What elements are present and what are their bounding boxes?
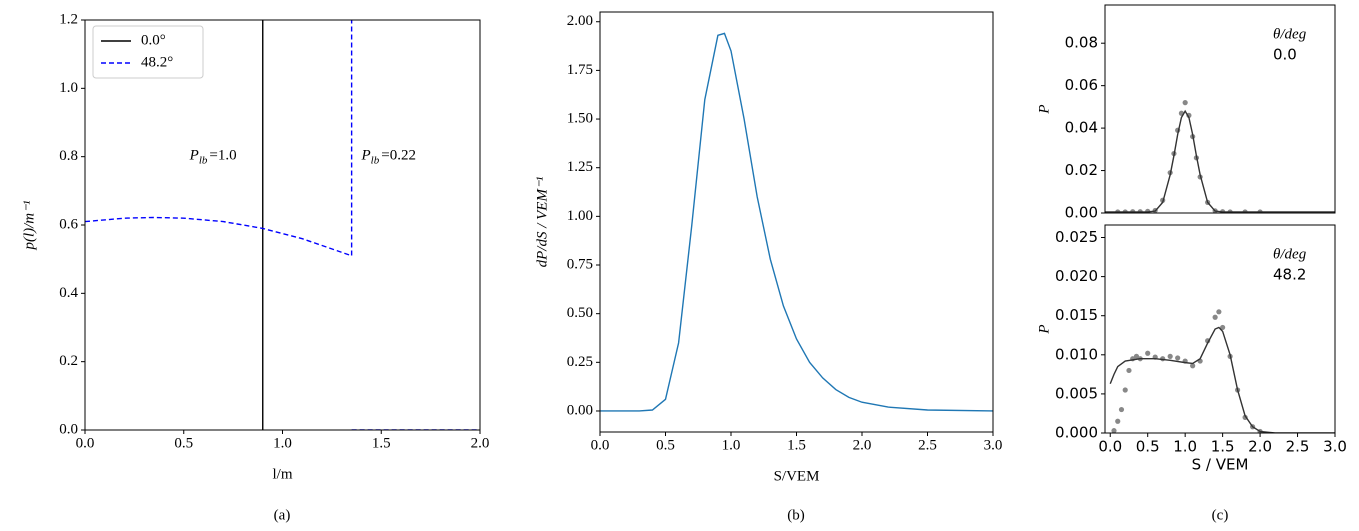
- legend-box: [92, 25, 204, 79]
- x-tick-label: 2.0: [471, 435, 490, 451]
- legend-title: θ/deg: [1273, 246, 1307, 262]
- data-point: [1118, 406, 1125, 413]
- annotation-subscript: lb: [199, 154, 208, 166]
- y-tick-label: 0.025: [1055, 228, 1098, 246]
- y-tick-label: 1.0: [59, 80, 78, 96]
- y-tick-label: 1.50: [567, 110, 593, 126]
- data-point: [1145, 350, 1151, 356]
- data-point: [1212, 314, 1218, 320]
- y-tick-label: 0.08: [1065, 34, 1098, 52]
- annotation-text: =0.22: [381, 148, 416, 164]
- data-point: [1167, 353, 1173, 359]
- plot-area: [85, 20, 480, 430]
- x-tick-label: 1.5: [1211, 438, 1235, 456]
- x-tick-label: 0.0: [1098, 438, 1122, 456]
- y-tick-label: 0.020: [1055, 267, 1098, 285]
- y-tick-label: 2.00: [567, 13, 593, 29]
- annotation-symbol: P: [189, 148, 199, 164]
- annotation: Plb =1.0: [189, 148, 237, 166]
- plot-area: [1105, 100, 1335, 213]
- axes-frame: [599, 11, 994, 433]
- data-point: [1175, 355, 1181, 361]
- x-tick-label: 0.5: [1136, 438, 1160, 456]
- data-point: [1220, 324, 1226, 331]
- y-axis-label: p(l)/m⁻¹: [21, 200, 37, 251]
- y-tick-label: 0.75: [567, 256, 593, 272]
- x-tick-label: 3.0: [1323, 438, 1347, 456]
- y-tick-label: 0.4: [59, 285, 78, 301]
- x-tick-label: 1.5: [372, 435, 391, 451]
- y-tick-label: 0.00: [1065, 204, 1098, 222]
- annotation-subscript: lb: [371, 154, 380, 166]
- series-line: [1105, 109, 1335, 213]
- x-tick-label: 0.5: [174, 435, 193, 451]
- y-tick-label: 0.6: [59, 216, 78, 232]
- x-axis-label: S/VEM: [774, 468, 820, 484]
- series-line: [85, 20, 480, 430]
- y-tick-label: 0.0: [59, 421, 78, 437]
- y-tick-label: 0.010: [1055, 345, 1098, 363]
- y-axis-label: P: [1036, 104, 1052, 114]
- axes-frame: [1104, 224, 1336, 434]
- panel-caption: (b): [787, 507, 805, 523]
- y-tick-label: 0.02: [1065, 161, 1098, 179]
- y-tick-label: 0.005: [1055, 384, 1098, 402]
- y-tick-label: 1.25: [567, 159, 593, 175]
- data-point: [1111, 428, 1117, 433]
- data-point: [1122, 387, 1128, 393]
- data-point: [1182, 100, 1188, 106]
- annotation: Plb =0.22: [361, 148, 416, 166]
- data-point: [1133, 353, 1140, 359]
- x-tick-label: 3.0: [984, 437, 1003, 453]
- y-tick-label: 0.25: [567, 354, 593, 370]
- legend-label: 48.2°: [141, 54, 173, 70]
- x-tick-label: 1.0: [273, 435, 292, 451]
- x-tick-label: 1.0: [1173, 438, 1197, 456]
- annotation-text: =1.0: [209, 148, 236, 164]
- panel-caption: (a): [274, 507, 291, 523]
- axes-frame: [84, 19, 481, 431]
- y-tick-label: 0.8: [59, 148, 78, 164]
- plot-area: [600, 32, 993, 412]
- x-tick-label: 1.0: [722, 437, 741, 453]
- plot-area: [1109, 309, 1335, 433]
- x-tick-label: 0.0: [591, 437, 610, 453]
- data-point: [1126, 367, 1132, 374]
- x-tick-label: 0.5: [656, 437, 675, 453]
- x-tick-label: 0.0: [76, 435, 95, 451]
- x-axis-label: S / VEM: [1192, 456, 1249, 474]
- data-point: [1190, 363, 1196, 369]
- annotation-symbol: P: [361, 148, 371, 164]
- axes-frame: [1104, 4, 1336, 214]
- y-tick-label: 0.00: [567, 402, 593, 418]
- y-tick-label: 0.2: [59, 353, 78, 369]
- data-point: [1216, 309, 1222, 315]
- legend-label: 0.0: [1273, 46, 1297, 64]
- y-tick-label: 0.50: [567, 305, 593, 321]
- x-tick-label: 2.5: [918, 437, 937, 453]
- legend-label: 48.2: [1273, 266, 1306, 284]
- y-tick-label: 0.04: [1065, 119, 1098, 137]
- x-tick-label: 2.5: [1286, 438, 1310, 456]
- series-line: [1109, 326, 1335, 433]
- legend-label: 0.0°: [141, 32, 166, 48]
- y-tick-label: 1.2: [59, 11, 78, 27]
- y-tick-label: 1.75: [567, 62, 593, 78]
- panel-caption: (c): [1212, 507, 1229, 523]
- x-axis-label: l/m: [272, 466, 292, 482]
- y-tick-label: 0.06: [1065, 76, 1098, 94]
- y-axis-label: P: [1036, 324, 1052, 334]
- legend-title: θ/deg: [1273, 26, 1307, 42]
- x-tick-label: 2.0: [853, 437, 872, 453]
- y-tick-label: 0.000: [1055, 424, 1098, 442]
- x-tick-label: 2.0: [1248, 438, 1272, 456]
- y-axis-label: dP/dS / VEM⁻¹: [534, 176, 550, 267]
- data-point: [1115, 418, 1121, 424]
- series-line: [600, 32, 993, 412]
- x-tick-label: 1.5: [787, 437, 806, 453]
- y-tick-label: 1.00: [567, 208, 593, 224]
- y-tick-label: 0.015: [1055, 306, 1098, 324]
